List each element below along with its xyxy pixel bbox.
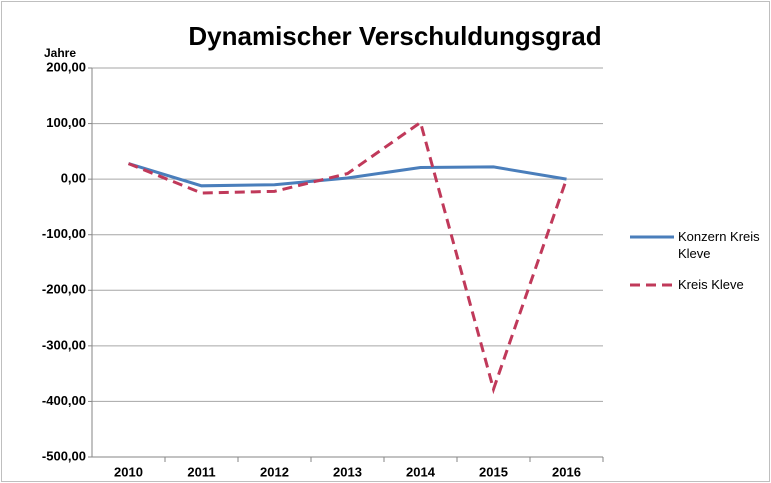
y-tick-label: -100,00 (42, 226, 86, 241)
y-tick-label: 0,00 (61, 171, 86, 186)
y-tick-label: -200,00 (42, 282, 86, 297)
legend-item: Kreis Kleve (628, 276, 760, 293)
y-tick-label: 100,00 (46, 115, 86, 130)
legend-item: Konzern Kreis Kleve (628, 228, 760, 262)
x-tick-label: 2016 (552, 464, 581, 479)
legend-swatch (630, 283, 674, 287)
legend-swatch (630, 235, 674, 239)
chart-title: Dynamischer Verschuldungsgrad (188, 21, 601, 51)
y-tick-label: -400,00 (42, 393, 86, 408)
x-tick-label: 2012 (260, 464, 289, 479)
x-tick-label: 2013 (333, 464, 362, 479)
legend-label: Konzern Kreis Kleve (678, 229, 760, 261)
x-tick-label: 2011 (187, 464, 215, 479)
y-tick-label: -500,00 (42, 448, 86, 463)
y-tick-label: 200,00 (46, 59, 86, 74)
legend-label: Kreis Kleve (678, 277, 744, 292)
x-tick-label: 2010 (114, 464, 143, 479)
series-line (127, 120, 568, 395)
x-tick-label: 2014 (406, 464, 436, 479)
y-tick-label: -300,00 (42, 337, 86, 352)
y-axis-label: Jahre (44, 46, 76, 60)
x-tick-label: 2015 (479, 464, 508, 479)
series-line (128, 162, 567, 188)
